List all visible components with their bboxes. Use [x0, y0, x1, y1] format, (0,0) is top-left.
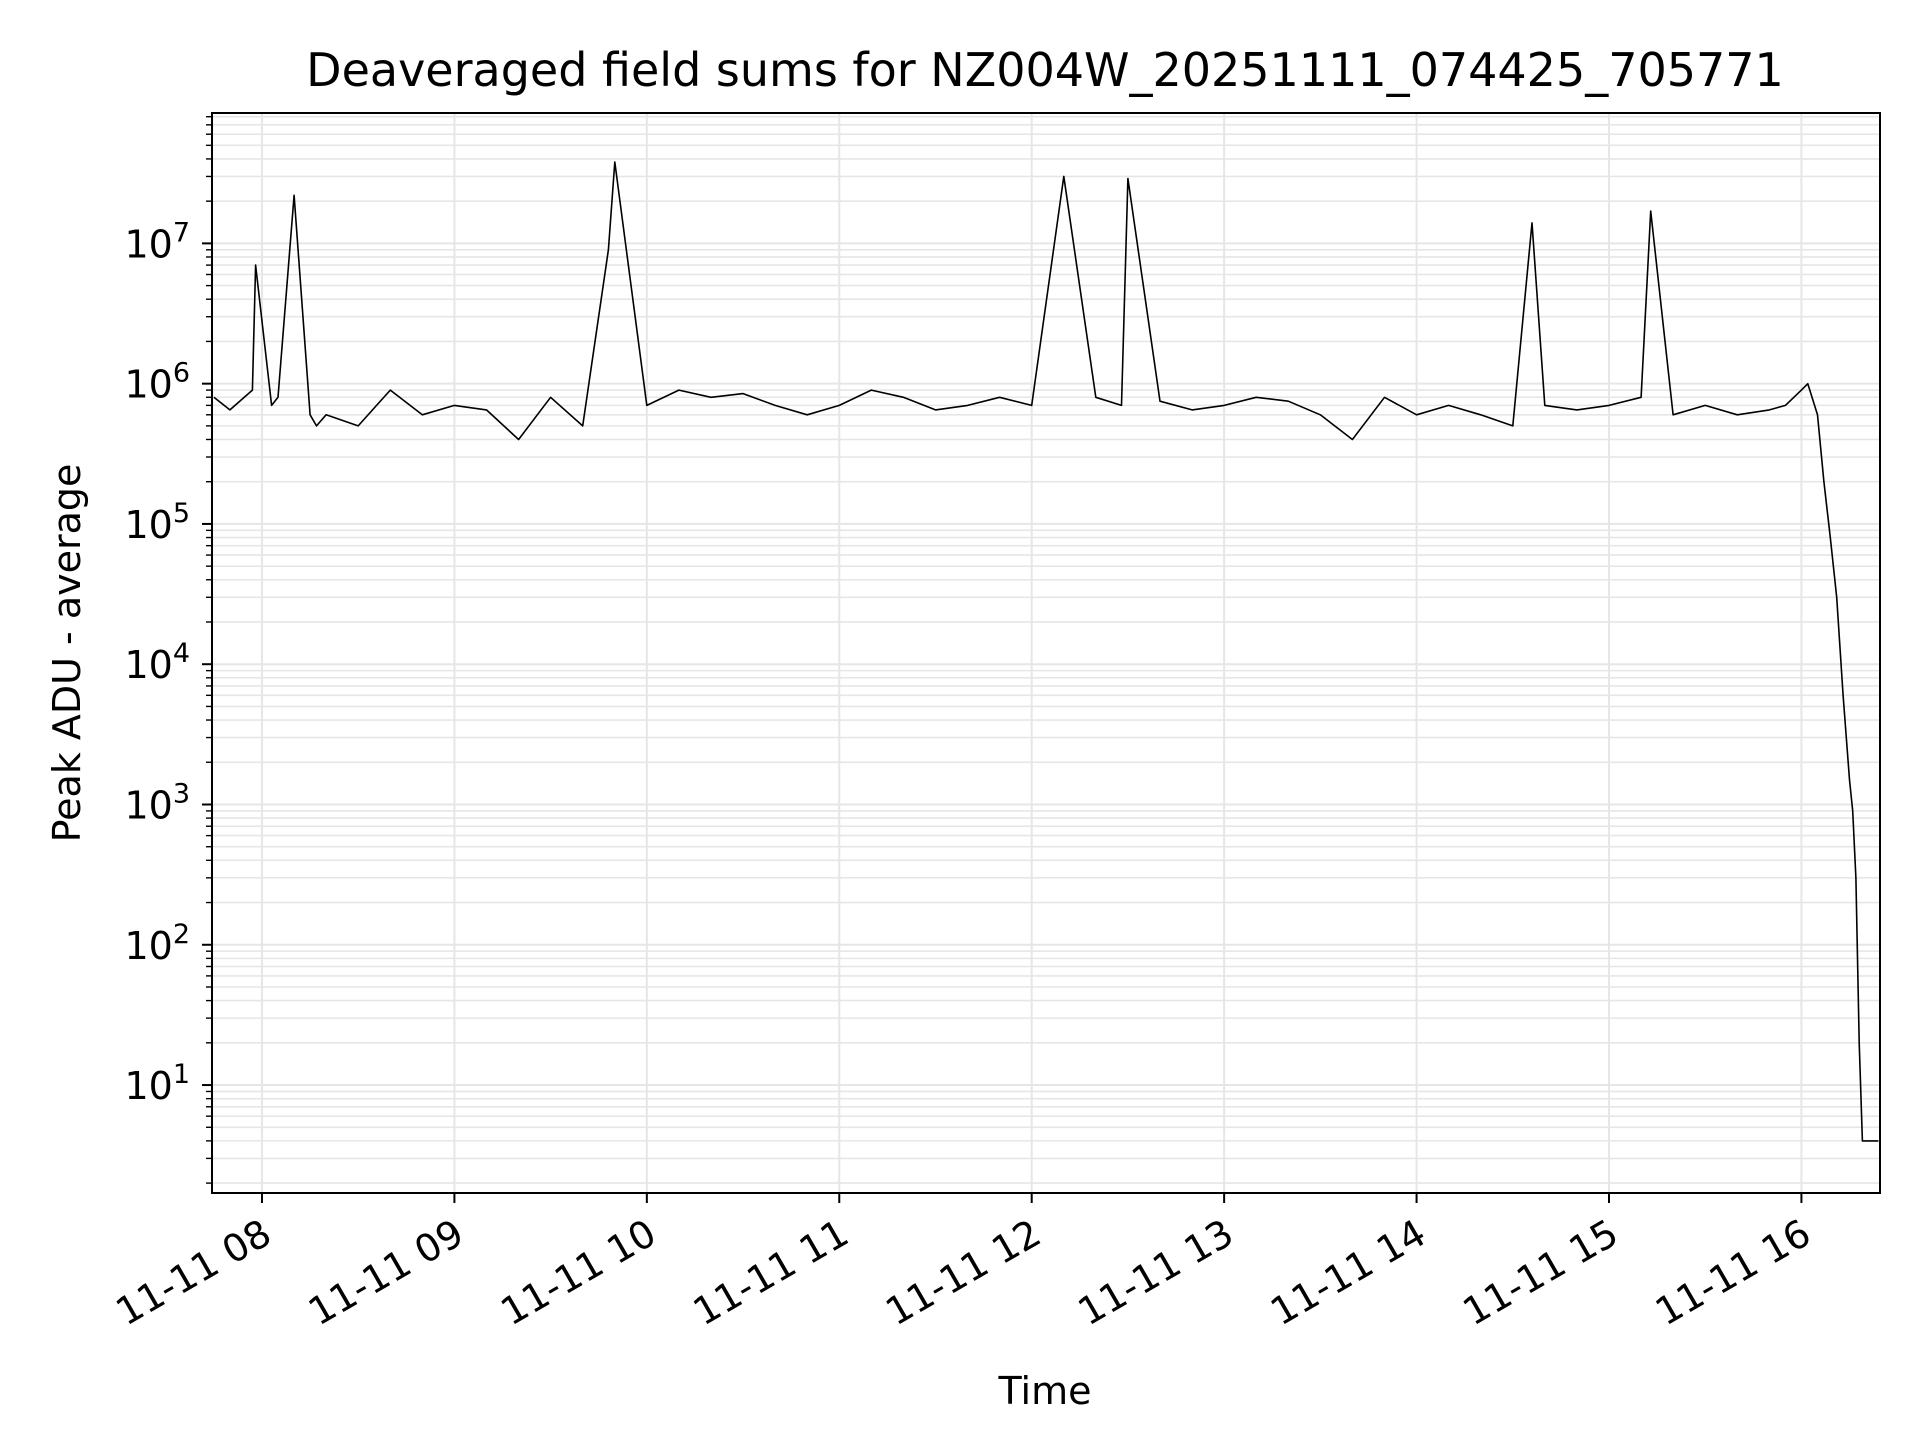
y-tick-label-exponent: 2 — [173, 919, 190, 950]
series-line — [213, 161, 1879, 1142]
y-axis-label: Peak ADU - average — [45, 464, 89, 843]
y-tick-label: 107 — [124, 217, 190, 266]
y-tick-label-base: 10 — [124, 924, 172, 968]
y-tick-label-exponent: 7 — [173, 217, 190, 248]
y-tick-label-base: 10 — [124, 643, 172, 687]
y-tick-label: 102 — [124, 919, 190, 968]
y-tick-label-exponent: 6 — [173, 358, 190, 389]
x-axis-label: Time — [998, 1369, 1092, 1413]
y-tick-label-exponent: 3 — [173, 778, 190, 809]
y-tick-label: 106 — [124, 358, 190, 407]
y-tick-label-exponent: 1 — [173, 1059, 190, 1090]
y-tick-label-exponent: 4 — [173, 638, 190, 669]
y-tick-label-base: 10 — [124, 1064, 172, 1108]
data-series — [213, 161, 1879, 1142]
y-tick-label-base: 10 — [124, 783, 172, 827]
y-tick-label: 103 — [124, 778, 190, 827]
y-tick-label-base: 10 — [124, 503, 172, 547]
y-tick-label-exponent: 5 — [173, 498, 190, 529]
y-tick-label-base: 10 — [124, 222, 172, 266]
grid — [212, 113, 1880, 1193]
plot-frame — [211, 112, 1881, 1194]
y-tick-label: 101 — [124, 1059, 190, 1108]
y-tick-label-base: 10 — [124, 363, 172, 407]
y-tick-label: 105 — [124, 498, 190, 547]
chart-title: Deaveraged field sums for NZ004W_2025111… — [306, 43, 1784, 97]
y-tick-label: 104 — [124, 638, 190, 687]
